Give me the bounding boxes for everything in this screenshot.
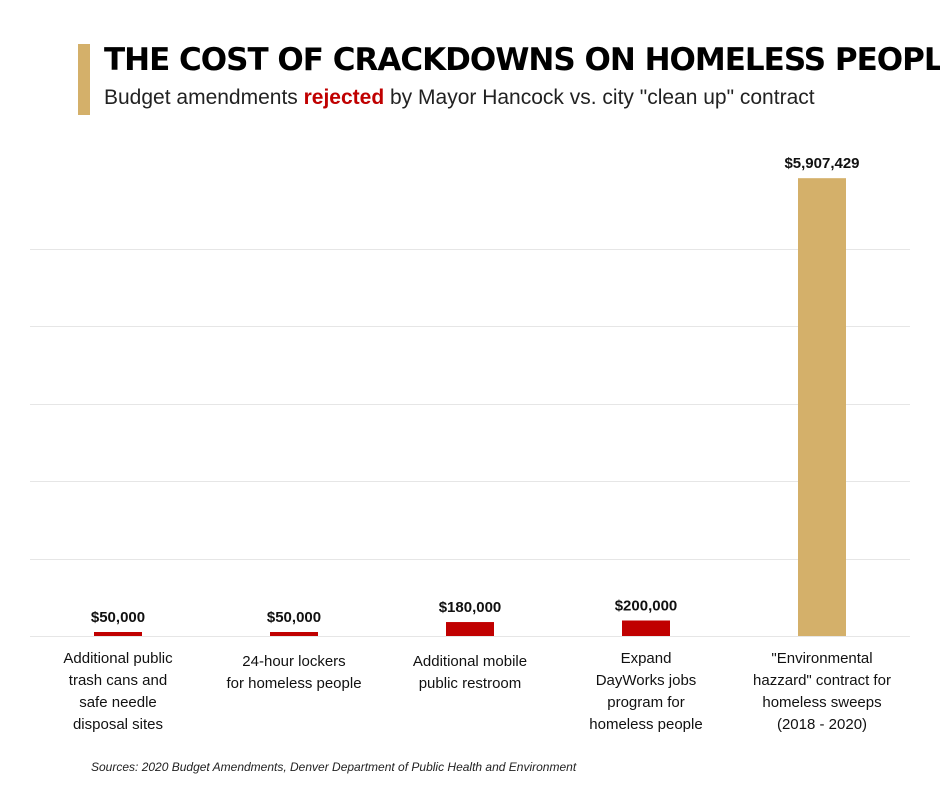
category-label-line: safe needle bbox=[79, 694, 157, 711]
category-label-line: 24-hour lockers bbox=[242, 653, 346, 670]
subtitle-text-before: Budget amendments bbox=[104, 86, 304, 109]
category-label-line: DayWorks jobs bbox=[595, 672, 697, 689]
title-accent-bar bbox=[78, 44, 90, 115]
category-label-line: Expand bbox=[620, 650, 672, 667]
category-label-1: Additional public trash cans and safe need… bbox=[38, 648, 198, 736]
category-label-2: 24-hour lockers for homeless people bbox=[214, 651, 374, 695]
subtitle-text-after: by Mayor Hancock vs. city "clean up" con… bbox=[384, 86, 815, 109]
value-label-1: $50,000 bbox=[91, 609, 145, 626]
category-label-3: Additional mobile public restroom bbox=[390, 651, 550, 695]
value-label-4: $200,000 bbox=[615, 598, 678, 615]
category-label-line: trash cans and bbox=[68, 672, 168, 689]
category-label-line: (2018 - 2020) bbox=[776, 716, 868, 733]
bar-1 bbox=[94, 632, 142, 636]
value-label-3: $180,000 bbox=[439, 599, 502, 616]
category-label-5: "Environmental hazzard" contract for homel… bbox=[742, 648, 902, 736]
category-label-line: Additional mobile bbox=[412, 653, 528, 670]
bar-2 bbox=[270, 632, 318, 636]
subtitle-highlight-rejected: rejected bbox=[303, 86, 385, 109]
category-label-line: disposal sites bbox=[72, 716, 164, 733]
category-label-line: public restroom bbox=[418, 675, 522, 692]
category-label-line: homeless sweeps bbox=[762, 694, 882, 711]
value-label-5: $5,907,429 bbox=[784, 155, 859, 172]
bar-3 bbox=[446, 622, 494, 636]
category-label-line: Additional public bbox=[63, 650, 173, 667]
category-label-line: homeless people bbox=[589, 716, 703, 733]
value-label-2: $50,000 bbox=[267, 609, 321, 626]
category-label-4: Expand DayWorks jobs program for homeless p… bbox=[566, 648, 726, 736]
chart-subtitle: Budget amendments rejected by Mayor Hanc… bbox=[104, 86, 815, 110]
category-label-line: program for bbox=[607, 694, 685, 711]
bar-4 bbox=[622, 620, 670, 636]
chart-title: THE COST OF CRACKDOWNS ON HOMELESS PEOPL… bbox=[104, 42, 940, 78]
category-label-line: "Environmental bbox=[771, 650, 873, 667]
category-label-line: hazzard" contract for bbox=[753, 672, 891, 689]
bar-5 bbox=[798, 178, 846, 636]
source-note: Sources: 2020 Budget Amendments, Denver … bbox=[91, 760, 577, 774]
category-label-line: for homeless people bbox=[226, 675, 362, 692]
